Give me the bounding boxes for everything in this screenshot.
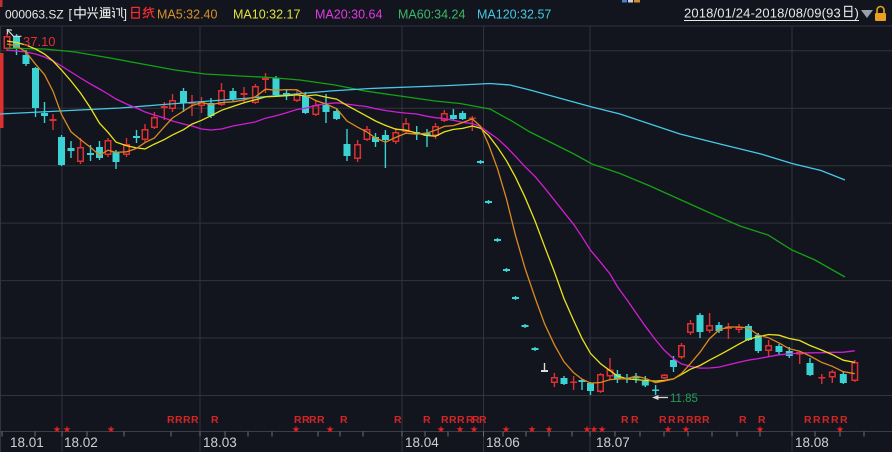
svg-text:18.01: 18.01 [10, 435, 44, 450]
svg-text:R: R [211, 414, 219, 426]
svg-text:★: ★ [598, 425, 607, 436]
svg-text:R: R [631, 414, 639, 426]
svg-text:MA20:30.64: MA20:30.64 [315, 8, 382, 22]
svg-text:MA60:34.24: MA60:34.24 [398, 8, 465, 22]
svg-text:★: ★ [502, 425, 511, 436]
svg-text:★: ★ [682, 425, 691, 436]
svg-text:★: ★ [590, 425, 599, 436]
svg-text:R: R [472, 414, 480, 426]
svg-text:★: ★ [470, 425, 479, 436]
svg-text:R: R [659, 414, 667, 426]
svg-text:R: R [840, 414, 848, 426]
svg-text:R: R [621, 414, 629, 426]
svg-text:R: R [686, 414, 694, 426]
svg-text:★: ★ [437, 425, 446, 436]
svg-text:R: R [191, 414, 199, 426]
svg-text:R: R [183, 414, 191, 426]
svg-text:★: ★ [664, 425, 673, 436]
svg-text:R: R [340, 414, 348, 426]
svg-text:18.07: 18.07 [596, 435, 630, 450]
svg-text:18.04: 18.04 [405, 435, 439, 450]
svg-text:R: R [302, 414, 310, 426]
svg-text:R: R [441, 414, 449, 426]
svg-text:): ) [855, 6, 859, 21]
svg-text:11.85: 11.85 [670, 393, 698, 405]
svg-text:R: R [167, 414, 175, 426]
svg-text:★: ★ [583, 425, 592, 436]
svg-text:★: ★ [456, 425, 465, 436]
svg-text:★: ★ [545, 425, 554, 436]
svg-text:R: R [294, 414, 302, 426]
svg-text:2018/01/24-2018/08/09(93: 2018/01/24-2018/08/09(93 [684, 6, 841, 21]
svg-text:R: R [457, 414, 465, 426]
svg-text:R: R [668, 414, 676, 426]
svg-text:★: ★ [528, 425, 537, 436]
svg-text:18.03: 18.03 [203, 435, 237, 450]
svg-text:MA5:32.40: MA5:32.40 [157, 8, 218, 22]
svg-text:[: [ [69, 8, 73, 22]
svg-text:R: R [466, 414, 474, 426]
svg-text:18.06: 18.06 [486, 435, 520, 450]
svg-text:★: ★ [292, 425, 301, 436]
svg-text:R: R [423, 414, 431, 426]
svg-text:R: R [479, 414, 487, 426]
svg-text:37.10: 37.10 [23, 34, 56, 49]
svg-text:MA120:32.57: MA120:32.57 [477, 8, 551, 22]
svg-text:R: R [449, 414, 457, 426]
svg-text:18.02: 18.02 [64, 435, 98, 450]
svg-text:18.08: 18.08 [795, 435, 829, 450]
svg-text:★: ★ [326, 425, 335, 436]
svg-text:★: ★ [756, 425, 765, 436]
svg-text:R: R [702, 414, 710, 426]
svg-text:R: R [309, 414, 317, 426]
svg-text:]: ] [124, 8, 127, 22]
svg-text:★: ★ [107, 425, 116, 436]
svg-text:R: R [394, 414, 402, 426]
svg-text:R: R [317, 414, 325, 426]
svg-text:R: R [758, 414, 766, 426]
svg-text:MA10:32.17: MA10:32.17 [233, 8, 300, 22]
svg-text:R: R [831, 414, 839, 426]
svg-text:R: R [813, 414, 821, 426]
svg-text:★: ★ [836, 425, 845, 436]
svg-text:R: R [694, 414, 702, 426]
svg-text:R: R [804, 414, 812, 426]
svg-text:000063.SZ: 000063.SZ [5, 8, 64, 22]
svg-text:★: ★ [63, 425, 72, 436]
svg-text:★: ★ [53, 425, 62, 436]
svg-text:R: R [739, 414, 747, 426]
svg-text:R: R [175, 414, 183, 426]
svg-text:R: R [677, 414, 685, 426]
svg-text:R: R [822, 414, 830, 426]
